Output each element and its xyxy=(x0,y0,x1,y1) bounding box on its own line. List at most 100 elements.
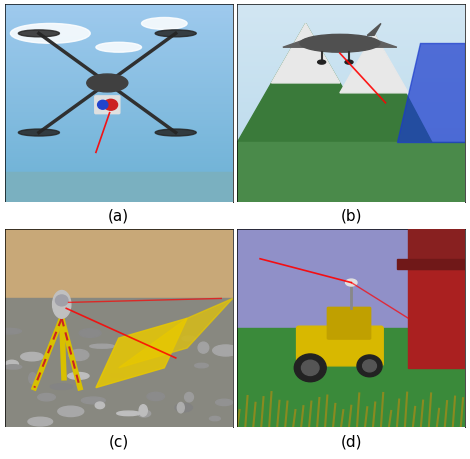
Bar xyxy=(5,24,233,26)
Bar xyxy=(237,189,465,190)
Bar xyxy=(5,131,233,133)
FancyBboxPatch shape xyxy=(327,308,371,339)
Bar xyxy=(5,60,233,62)
Bar xyxy=(5,15,233,17)
Ellipse shape xyxy=(155,31,196,38)
FancyBboxPatch shape xyxy=(95,97,120,114)
Bar xyxy=(5,121,233,123)
Text: (c): (c) xyxy=(109,433,129,448)
Bar xyxy=(5,58,233,60)
Bar xyxy=(5,64,233,66)
Bar xyxy=(5,187,233,189)
Bar xyxy=(5,70,233,72)
Ellipse shape xyxy=(0,329,21,334)
Bar xyxy=(5,18,233,20)
Bar xyxy=(5,127,233,129)
Bar xyxy=(237,169,465,171)
Polygon shape xyxy=(340,34,408,94)
Polygon shape xyxy=(283,40,397,48)
Bar xyxy=(237,163,465,165)
Bar xyxy=(237,149,465,151)
Bar xyxy=(237,118,465,119)
Bar xyxy=(237,48,465,50)
Bar xyxy=(237,9,465,11)
Bar xyxy=(5,34,233,36)
Bar xyxy=(237,32,465,34)
Bar xyxy=(237,62,465,64)
Text: (b): (b) xyxy=(341,208,362,224)
Bar xyxy=(237,177,465,179)
Bar xyxy=(5,74,233,76)
Bar xyxy=(5,68,233,70)
Bar xyxy=(237,44,465,46)
Ellipse shape xyxy=(5,360,18,369)
Bar xyxy=(5,171,233,173)
Bar xyxy=(237,76,465,78)
Bar xyxy=(5,42,233,44)
Bar xyxy=(5,157,233,159)
Bar xyxy=(237,26,465,28)
Bar xyxy=(237,78,465,80)
Circle shape xyxy=(357,355,382,377)
Ellipse shape xyxy=(28,417,53,426)
Bar xyxy=(5,189,233,190)
Bar xyxy=(237,68,465,70)
Bar xyxy=(5,20,233,22)
Ellipse shape xyxy=(177,403,184,413)
Bar xyxy=(237,195,465,196)
FancyBboxPatch shape xyxy=(5,299,233,427)
Bar xyxy=(5,110,233,112)
Ellipse shape xyxy=(300,35,380,53)
Bar xyxy=(5,175,233,177)
Bar xyxy=(237,161,465,163)
Bar xyxy=(237,196,465,199)
Bar xyxy=(5,50,233,52)
Bar xyxy=(5,38,233,40)
Bar xyxy=(5,143,233,145)
Bar xyxy=(5,88,233,90)
Bar xyxy=(237,193,465,195)
Bar xyxy=(237,131,465,133)
Bar xyxy=(237,66,465,68)
Bar xyxy=(5,78,233,80)
Bar xyxy=(237,153,465,155)
Bar xyxy=(237,17,465,18)
Ellipse shape xyxy=(155,130,196,137)
Bar xyxy=(5,177,233,179)
Bar xyxy=(5,167,233,169)
Bar xyxy=(237,20,465,22)
Bar xyxy=(5,46,233,48)
Bar xyxy=(237,88,465,90)
Bar xyxy=(237,187,465,189)
Bar xyxy=(5,151,233,153)
Ellipse shape xyxy=(198,342,209,353)
Bar xyxy=(5,163,233,165)
Ellipse shape xyxy=(96,43,141,53)
Bar xyxy=(5,165,233,167)
Ellipse shape xyxy=(38,394,55,401)
Bar xyxy=(237,141,465,143)
Bar xyxy=(237,201,465,202)
FancyBboxPatch shape xyxy=(297,326,383,366)
Ellipse shape xyxy=(210,416,220,421)
Ellipse shape xyxy=(18,31,59,38)
Bar xyxy=(237,42,465,44)
Bar xyxy=(237,199,465,201)
Circle shape xyxy=(294,354,326,382)
Text: (d): (d) xyxy=(341,433,362,448)
Polygon shape xyxy=(119,299,233,368)
Ellipse shape xyxy=(318,61,326,65)
Bar xyxy=(5,40,233,42)
Bar xyxy=(237,123,465,125)
Polygon shape xyxy=(306,34,442,163)
Ellipse shape xyxy=(175,403,192,412)
Bar xyxy=(5,28,233,30)
Bar xyxy=(237,143,465,145)
Bar xyxy=(237,86,465,88)
Bar xyxy=(237,40,465,42)
Bar xyxy=(5,6,233,9)
Bar xyxy=(237,12,465,15)
Bar xyxy=(237,183,465,185)
Ellipse shape xyxy=(345,280,357,286)
Polygon shape xyxy=(367,24,381,36)
